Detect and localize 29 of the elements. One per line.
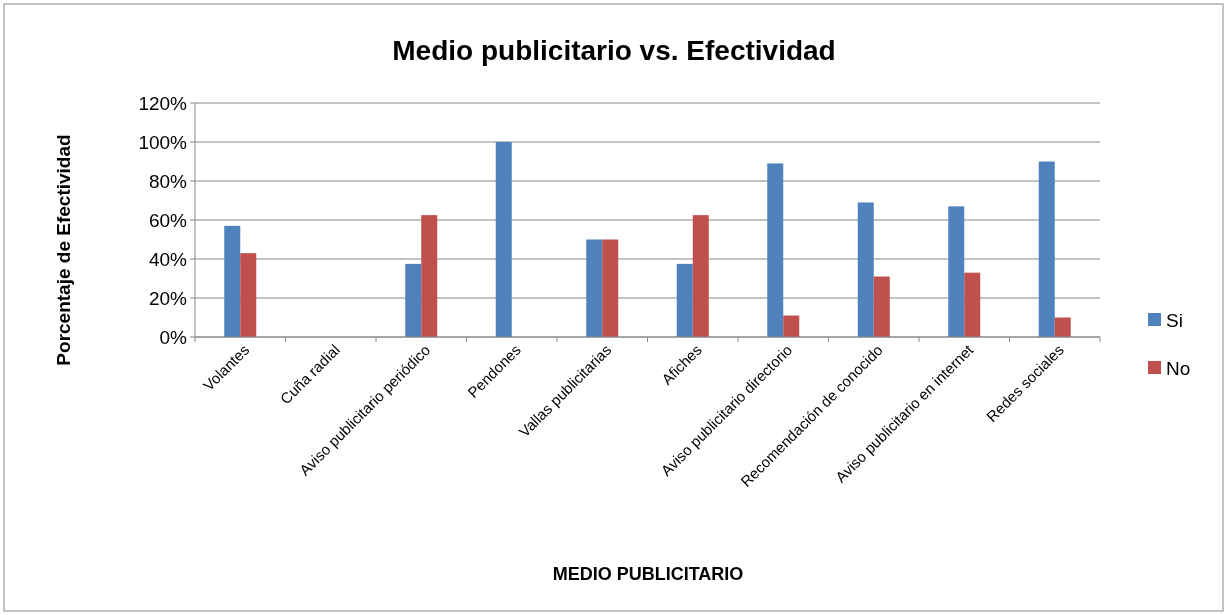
- bar: [948, 206, 965, 337]
- bar: [405, 263, 422, 337]
- legend-label: No: [1166, 357, 1191, 379]
- bar: [224, 225, 241, 337]
- bar: [676, 263, 693, 337]
- y-tick-label: 80%: [148, 170, 188, 192]
- bar: [767, 163, 784, 337]
- y-axis-title: Porcentaje de Efectividad: [53, 134, 74, 366]
- y-tick-label: 120%: [138, 92, 188, 114]
- y-tick-label: 40%: [148, 248, 188, 270]
- bar: [1038, 161, 1055, 337]
- y-tick-label: 60%: [148, 209, 188, 231]
- x-axis-title: MEDIO PUBLICITARIO: [552, 564, 744, 584]
- bar: [421, 215, 438, 337]
- bar: [692, 215, 709, 337]
- bar: [964, 272, 981, 337]
- y-tick-label: 0%: [159, 326, 188, 348]
- chart-title: Medio publicitario vs. Efectividad: [392, 35, 836, 66]
- bar: [783, 315, 800, 337]
- bar: [857, 202, 874, 337]
- bar: [873, 276, 890, 337]
- bar: [495, 142, 512, 337]
- bar: [586, 239, 603, 337]
- y-tick-label: 20%: [148, 287, 188, 309]
- legend-label: Si: [1166, 309, 1183, 331]
- bar: [602, 239, 619, 337]
- y-tick-label: 100%: [138, 131, 188, 153]
- bar: [240, 253, 257, 337]
- bar: [1054, 317, 1071, 337]
